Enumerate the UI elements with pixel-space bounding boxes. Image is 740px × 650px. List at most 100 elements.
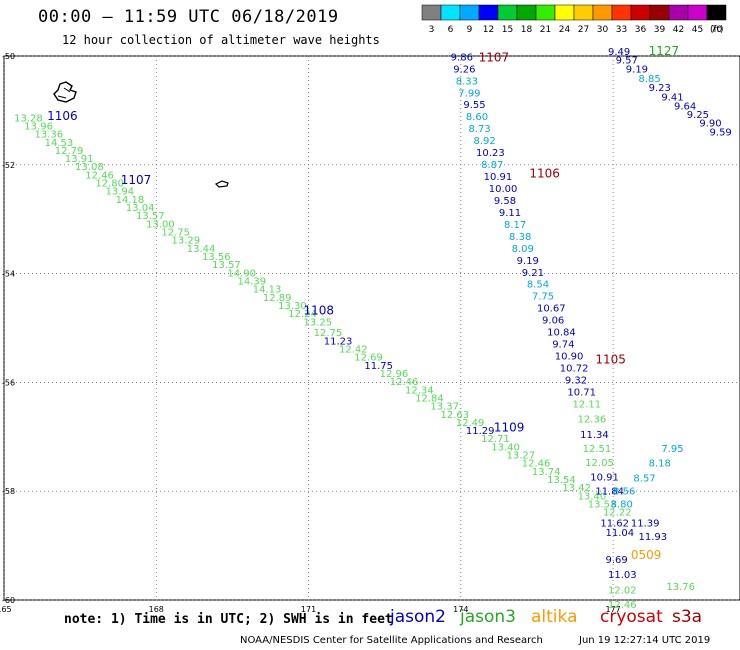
- satellite-name-s3a: s3a: [672, 607, 703, 627]
- longitude-tick-label: 171: [301, 605, 316, 614]
- wave-height-value: 9.55: [463, 100, 485, 111]
- footer-note: note: 1) Time is in UTC; 2) SWH is in fe…: [64, 612, 393, 627]
- wave-height-value: 9.69: [605, 555, 627, 566]
- wave-height-value: 9.26: [453, 64, 475, 75]
- pass-number-label: 1108: [303, 303, 334, 317]
- color-scale-unit: (ft): [710, 25, 724, 35]
- wave-height-value: 9.23: [649, 83, 671, 94]
- pass-number-label: 0509: [631, 548, 662, 562]
- wave-height-value: 12.11: [572, 399, 601, 410]
- wave-height-value: 8.92: [474, 136, 496, 147]
- color-scale-label: 6: [448, 25, 454, 35]
- color-swatch: [668, 4, 689, 21]
- wave-height-value: 9.25: [687, 110, 709, 121]
- wave-height-value: 13.96: [24, 121, 53, 132]
- pass-number-label: 1106: [47, 109, 78, 123]
- wave-height-value: 13.30: [278, 301, 307, 312]
- map-subtitle: 12 hour collection of altimeter wave hei…: [62, 33, 380, 47]
- wave-height-value: 14.90: [227, 268, 256, 279]
- wave-height-value: 8.38: [509, 232, 531, 243]
- wave-height-value: 13.56: [202, 252, 231, 263]
- wave-height-value: 12.05: [585, 458, 614, 469]
- wave-height-value: 11.29: [466, 426, 495, 437]
- wave-height-value: 11.03: [608, 570, 637, 581]
- wave-height-value: 10.91: [484, 172, 513, 183]
- latitude-tick-label: -58: [2, 487, 15, 496]
- wave-height-value: 12.89: [263, 293, 292, 304]
- wave-height-value: 13.74: [532, 467, 561, 478]
- color-scale-label: 33: [616, 25, 627, 35]
- wave-height-value: 8.73: [468, 124, 490, 135]
- auckland-islands: [53, 81, 77, 103]
- longitude-tick-label: 168: [149, 605, 164, 614]
- color-scale-label: 27: [578, 25, 589, 35]
- wave-height-value: 9.11: [499, 208, 521, 219]
- wave-height-value: 12.46: [85, 170, 114, 181]
- wave-height-value: 9.59: [710, 127, 732, 138]
- color-scale-label: 12: [483, 25, 494, 35]
- track-cyan-east: 9.869.268.337.999.558.608.738.9210.238.8…: [451, 52, 637, 611]
- latitude-tick-label: -52: [2, 161, 15, 170]
- longitude-tick-label: 174: [453, 605, 468, 614]
- color-swatch: [497, 4, 518, 21]
- wave-height-value: 13.44: [187, 244, 216, 255]
- wave-height-value: 9.49: [608, 47, 630, 58]
- wave-height-value: 12.46: [390, 377, 419, 388]
- wave-height-value: 8.09: [512, 244, 534, 255]
- wave-height-value: 10.91: [590, 472, 619, 483]
- color-scale-label: 21: [540, 25, 551, 35]
- wave-height-value: 10.84: [547, 328, 576, 339]
- longitude-tick-label: 165: [0, 605, 12, 614]
- wave-height-value: 12.80: [95, 179, 124, 190]
- pass-number-label: 1109: [494, 420, 525, 434]
- wave-height-value: 13.37: [430, 402, 459, 413]
- wave-height-value: 13.27: [507, 451, 536, 462]
- wave-height-value: 14.18: [116, 195, 145, 206]
- wave-height-value: 12.75: [161, 228, 190, 239]
- wave-height-value: 8.54: [527, 280, 549, 291]
- campbell-island: [214, 180, 229, 188]
- latitude-tick-label: -60: [2, 596, 15, 605]
- wave-height-value: 12.46: [608, 600, 637, 611]
- satellite-name-jason3: jason3: [460, 607, 516, 627]
- wave-height-value: 10.90: [555, 352, 584, 363]
- color-scale-label: 24: [559, 25, 571, 35]
- color-scale-label: 3: [429, 25, 435, 35]
- wave-height-value: 13.08: [75, 162, 104, 173]
- wave-height-value: 9.64: [674, 101, 696, 112]
- wave-height-value: 11.39: [631, 519, 660, 530]
- wave-height-value: 9.86: [451, 52, 473, 63]
- wave-height-value: 10.71: [567, 387, 596, 398]
- wave-height-value: 9.58: [494, 196, 516, 207]
- color-scale-label: 15: [502, 25, 513, 35]
- wave-height-value: 12.02: [608, 585, 637, 596]
- color-swatch: [421, 4, 442, 21]
- color-scale-label: 30: [597, 25, 609, 35]
- wave-height-value: 8.87: [481, 160, 503, 171]
- wave-height-value: 14.39: [237, 276, 266, 287]
- wave-height-value: 13.25: [303, 317, 332, 328]
- wave-height-value: 8.57: [633, 473, 655, 484]
- wave-height-value: 13.00: [146, 219, 175, 230]
- color-swatch: [630, 4, 651, 21]
- track-southeast: 8.56 8.57 8.18 7.95 8.80 11.39 11.93 13.76: [611, 444, 695, 593]
- color-scale-label: 45: [692, 25, 703, 35]
- color-scale-label: 39: [654, 25, 666, 35]
- pass-number-label: 1107: [121, 173, 152, 187]
- color-swatch: [478, 4, 499, 21]
- wave-height-value: 12.71: [481, 434, 510, 445]
- wave-height-value: 11.34: [580, 430, 609, 441]
- wave-height-value: 10.72: [560, 364, 589, 375]
- pass-number-label: 1107: [479, 50, 510, 64]
- wave-height-value: 14.53: [45, 138, 74, 149]
- wave-height-value: 10.67: [537, 304, 566, 315]
- wave-height-value: 13.57: [136, 211, 165, 222]
- footer-timestamp: Jun 19 12:27:14 UTC 2019: [579, 635, 711, 646]
- wave-height-value: 13.36: [34, 130, 63, 141]
- wave-height-value: 13.54: [547, 475, 576, 486]
- wave-height-value: 9.32: [565, 375, 587, 386]
- color-swatch: [592, 4, 613, 21]
- wave-height-value: 8.60: [466, 112, 488, 123]
- color-swatch: [687, 4, 708, 21]
